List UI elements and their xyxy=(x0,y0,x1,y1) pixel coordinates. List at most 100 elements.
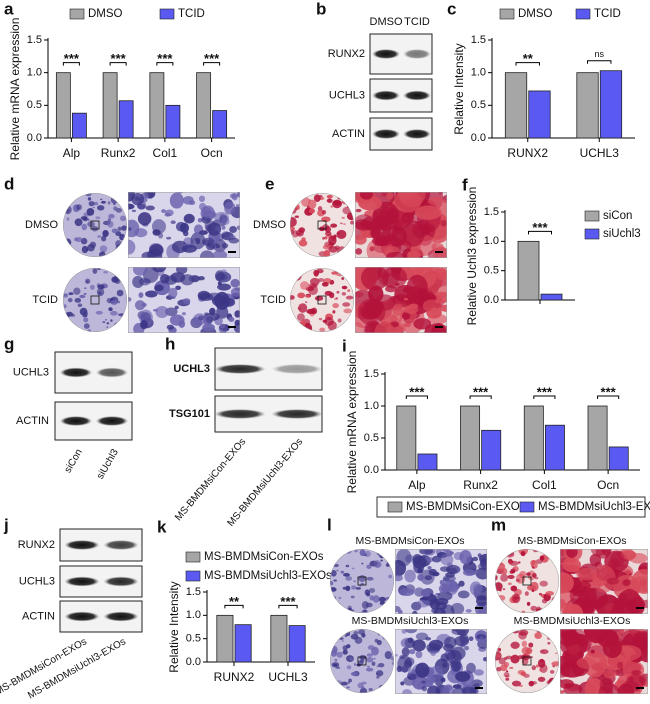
stain-spot xyxy=(291,271,297,277)
blot-band xyxy=(59,367,93,378)
stain-spot xyxy=(464,645,470,651)
stain-spot xyxy=(221,243,229,249)
stain-spot xyxy=(367,645,375,650)
stain-spot xyxy=(302,268,306,271)
stain-spot xyxy=(427,566,432,570)
stain-spot xyxy=(290,317,296,328)
stain-spot xyxy=(290,226,296,232)
stain-spot xyxy=(301,237,306,242)
stain-spot xyxy=(435,268,447,280)
y-axis-label: Relative mRNA expression xyxy=(345,351,359,494)
stain-spot xyxy=(132,267,148,276)
stain-spot xyxy=(357,682,364,689)
stain-spot xyxy=(316,268,324,274)
row-label: TCID xyxy=(32,294,58,306)
stain-spot xyxy=(229,225,237,234)
stain-spot xyxy=(307,199,317,209)
stain-spot xyxy=(536,606,541,611)
stain-spot xyxy=(434,233,440,237)
stain-spot xyxy=(174,305,179,310)
stain-spot xyxy=(339,549,347,552)
stain-spot xyxy=(347,289,351,292)
legend-label: MS-BMDMsiUchl3-EXOs xyxy=(204,570,332,582)
legend-swatch xyxy=(185,551,201,563)
stain-spot xyxy=(598,683,620,694)
stain-spot xyxy=(530,605,538,611)
bar xyxy=(270,614,288,663)
panel-letter: h xyxy=(165,334,175,353)
stain-spot xyxy=(535,664,540,668)
y-tick-label: 1.5 xyxy=(186,586,201,598)
y-tick-label: 1.0 xyxy=(27,67,42,79)
stain-spot xyxy=(334,268,345,272)
stain-spot xyxy=(332,608,339,612)
stain-spot xyxy=(81,245,89,254)
stain-spot xyxy=(537,676,546,682)
stain-spot xyxy=(334,658,338,662)
x-tick-label: Col1 xyxy=(532,478,557,492)
legend-label: MS-BMDMsiCon-EXOs xyxy=(406,501,526,513)
stain-spot xyxy=(342,690,348,693)
stain-spot xyxy=(181,312,186,316)
stain-spot xyxy=(590,649,595,654)
stain-spot xyxy=(560,679,563,683)
stain-spot xyxy=(182,298,191,305)
stain-spot xyxy=(325,231,332,237)
stain-spot xyxy=(368,687,373,692)
stain-spot xyxy=(97,235,101,238)
stain-spot xyxy=(345,295,354,300)
stain-spot xyxy=(111,276,119,283)
stain-spot xyxy=(362,229,370,237)
stain-spot xyxy=(365,667,374,672)
stain-spot xyxy=(228,237,240,244)
stain-spot xyxy=(360,220,368,227)
stain-spot xyxy=(631,584,646,592)
stain-spot xyxy=(345,325,350,328)
bar xyxy=(523,405,544,471)
stain-spot xyxy=(503,671,510,678)
y-axis-label: Relative Uchl3 expression xyxy=(465,187,479,326)
stain-spot xyxy=(370,218,392,239)
stain-spot xyxy=(640,599,648,609)
culture-dish xyxy=(330,629,394,693)
stain-spot xyxy=(428,639,444,651)
stain-spot xyxy=(374,321,395,333)
stain-spot xyxy=(304,301,308,303)
stain-spot xyxy=(415,632,429,641)
y-tick-label: 1.5 xyxy=(364,368,379,380)
y-tick-label: 0.0 xyxy=(484,294,499,306)
stain-spot xyxy=(117,226,122,231)
significance-bracket xyxy=(109,62,127,66)
bar xyxy=(196,72,212,139)
stain-spot xyxy=(510,666,514,670)
stain-spot xyxy=(63,207,65,211)
significance-label: *** xyxy=(111,51,127,66)
bar xyxy=(118,100,134,139)
stain-spot xyxy=(438,583,450,594)
significance-bracket xyxy=(515,62,540,66)
stain-spot xyxy=(128,297,132,302)
stain-spot xyxy=(497,647,502,652)
stain-spot xyxy=(168,287,178,299)
stain-spot xyxy=(496,666,502,672)
significance-bracket xyxy=(587,60,612,64)
row-label: DMSO xyxy=(25,219,58,231)
stain-spot xyxy=(456,629,469,637)
zoom-marker xyxy=(90,295,100,305)
stain-spot xyxy=(305,294,310,298)
stain-spot xyxy=(70,324,75,328)
stain-spot xyxy=(200,250,215,258)
x-tick-label: Alp xyxy=(408,478,426,492)
stain-spot xyxy=(498,657,506,665)
stain-spot xyxy=(207,222,222,236)
stain-spot xyxy=(531,589,535,593)
stain-spot xyxy=(116,289,124,297)
stain-spot xyxy=(117,193,125,200)
stain-spot xyxy=(409,673,417,680)
stain-spot xyxy=(183,213,195,224)
legend-swatch xyxy=(185,570,201,582)
significance-label: *** xyxy=(157,51,173,66)
stain-spot xyxy=(141,251,157,258)
stain-spot xyxy=(423,677,434,688)
blot-lane-label: siCon xyxy=(63,447,85,475)
